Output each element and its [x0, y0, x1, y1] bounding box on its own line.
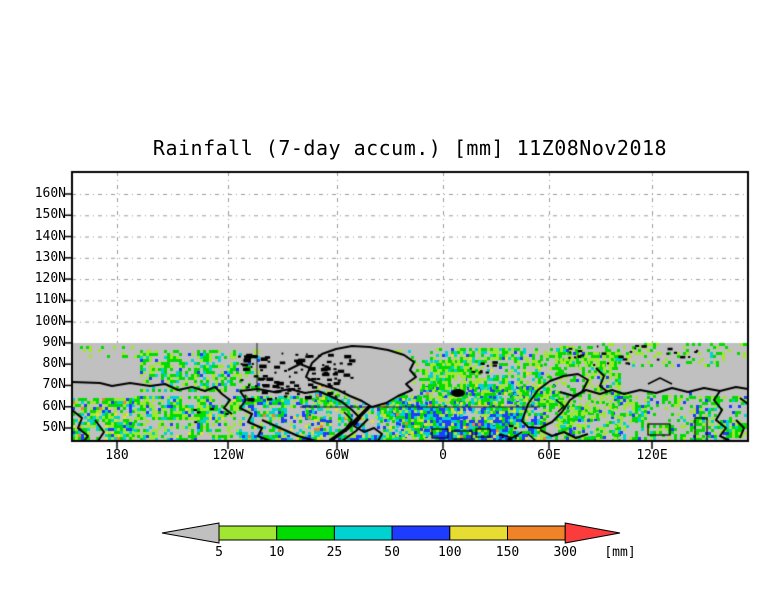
y-tick-label-50N: 50N: [42, 420, 66, 435]
x-tick-label-60E: 60E: [537, 448, 561, 463]
x-tick-label-60W: 60W: [325, 448, 349, 463]
y-tick-label-70N: 70N: [42, 377, 66, 393]
colorbar-tick-label-5: 5: [215, 545, 223, 560]
y-tick-label-120N: 120N: [34, 271, 66, 287]
colorbar-below-min-arrow: [161, 522, 220, 544]
y-tick-label-160N: 160N: [34, 186, 66, 201]
colorbar-unit-label: [mm]: [604, 545, 636, 560]
colorbar-segment-5: [218, 525, 278, 541]
colorbar-tick-label-10: 10: [268, 545, 285, 560]
y-tick-label-90N: 90N: [42, 334, 66, 350]
y-tick-label-100N: 100N: [34, 313, 66, 329]
colorbar: [161, 522, 621, 544]
figure-title: Rainfall (7-day accum.) [mm] 11Z08Nov201…: [152, 136, 668, 160]
colorbar-tick-label-300: 300: [553, 545, 577, 560]
y-tick-label-80N: 80N: [42, 356, 66, 372]
x-tick-label-180: 180: [105, 448, 129, 463]
y-tick-label-130N: 130N: [34, 249, 66, 265]
colorbar-segment-25: [333, 525, 393, 541]
colorbar-tick-label-150: 150: [495, 545, 520, 560]
y-tick-label-60N: 60N: [42, 398, 66, 414]
colorbar-tick-label-100: 100: [438, 545, 462, 560]
y-tick-label-150N: 150N: [34, 207, 66, 223]
colorbar-segment-100: [449, 525, 508, 541]
rainfall-map-plot: [60, 160, 760, 460]
colorbar-segment-10: [276, 525, 335, 541]
y-tick-label-140N: 140N: [34, 228, 66, 244]
y-tick-label-110N: 110N: [34, 292, 66, 308]
colorbar-segment-150: [507, 525, 566, 541]
x-tick-label-120W: 120W: [212, 448, 244, 463]
colorbar-tick-label-50: 50: [384, 545, 400, 560]
colorbar-above-max-arrow: [564, 522, 621, 544]
x-tick-label-0: 0: [439, 448, 447, 463]
colorbar-segment-50: [391, 525, 451, 541]
colorbar-tick-label-25: 25: [326, 545, 343, 560]
x-tick-label-120E: 120E: [636, 448, 668, 463]
